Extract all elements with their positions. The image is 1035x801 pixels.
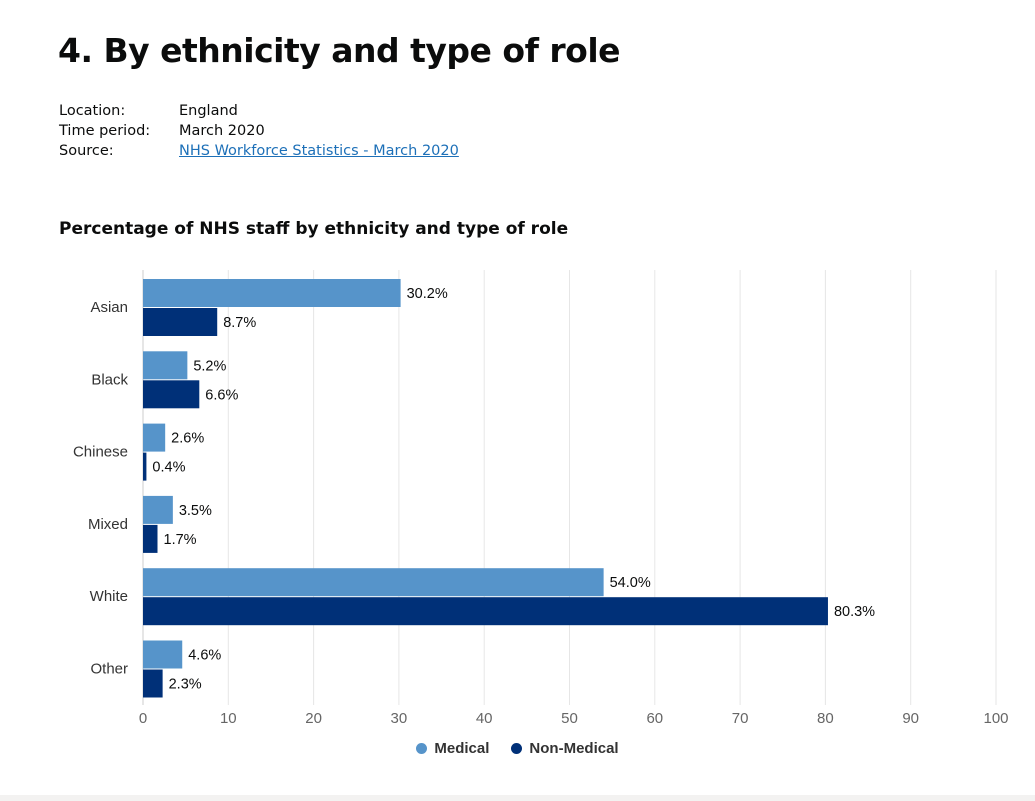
chart-legend: Medical Non-Medical [0,740,1035,757]
data-label-non-medical-asian: 8.7% [223,315,256,331]
y-category-label-white: White [90,588,128,605]
y-category-label-chinese: Chinese [73,444,128,461]
x-tick-label-100: 100 [983,710,1008,727]
chart-title: Percentage of NHS staff by ethnicity and… [59,219,569,239]
data-label-medical-other: 4.6% [188,648,221,664]
bar-non-medical-asian [143,308,218,336]
bar-non-medical-black [143,380,200,409]
page-title: 4. By ethnicity and type of role [58,31,621,70]
bar-medical-asian [143,279,401,307]
y-category-label-other: Other [90,661,128,678]
x-tick-label-20: 20 [305,710,322,727]
data-label-medical-black: 5.2% [193,358,226,374]
y-category-label-black: Black [91,371,128,388]
x-tick-label-60: 60 [646,710,663,727]
legend-label-medical: Medical [434,740,490,757]
bar-non-medical-other [143,669,163,698]
time-period-row: Time period: March 2020 [59,121,459,141]
source-link[interactable]: NHS Workforce Statistics - March 2020 [179,143,459,159]
page-footer-strip [0,795,1035,801]
location-row: Location: England [59,101,459,121]
legend-marker-non-medical [511,743,523,754]
x-tick-label-50: 50 [561,710,578,727]
legend-label-non-medical: Non-Medical [529,740,619,757]
bar-medical-other [143,640,183,669]
legend-marker-medical [416,743,428,754]
x-tick-label-10: 10 [220,710,237,727]
legend-item-medical[interactable]: Medical [416,740,489,757]
x-tick-label-80: 80 [817,710,834,727]
data-label-non-medical-black: 6.6% [205,387,238,403]
data-label-non-medical-chinese: 0.4% [152,460,185,476]
bar-medical-black [143,351,188,380]
time-period-value: March 2020 [179,123,265,139]
source-row: Source: NHS Workforce Statistics - March… [59,141,459,161]
location-value: England [179,103,238,119]
x-tick-label-0: 0 [139,710,147,727]
location-label: Location: [59,103,126,119]
x-tick-label-30: 30 [391,710,408,727]
bar-chart: 0 10 20 30 40 50 60 70 80 90 100 Asian 30.2% 8.7% Blac… [73,270,1009,727]
y-category-label-mixed: Mixed [88,516,128,533]
time-period-label: Time period: [59,123,151,139]
data-label-medical-white: 54.0% [610,575,651,591]
x-tick-label-40: 40 [476,710,493,727]
bar-medical-chinese [143,423,166,452]
source-label: Source: [59,143,114,159]
data-label-medical-chinese: 2.6% [171,431,204,447]
legend-item-non-medical[interactable]: Non-Medical [511,740,619,757]
data-label-non-medical-mixed: 1.7% [164,532,197,548]
y-category-label-asian: Asian [90,299,128,316]
data-label-medical-asian: 30.2% [407,286,448,302]
bar-non-medical-mixed [143,524,158,553]
metadata-list: Location: England Time period: March 202… [59,101,459,161]
data-label-non-medical-white: 80.3% [834,604,875,620]
data-label-medical-mixed: 3.5% [179,503,212,519]
bar-non-medical-white [143,597,828,626]
x-tick-label-70: 70 [732,710,749,727]
bar-medical-white [143,568,604,597]
data-label-non-medical-other: 2.3% [169,677,202,693]
bar-non-medical-chinese [143,452,147,481]
bar-medical-mixed [143,495,173,524]
x-tick-label-90: 90 [902,710,919,727]
